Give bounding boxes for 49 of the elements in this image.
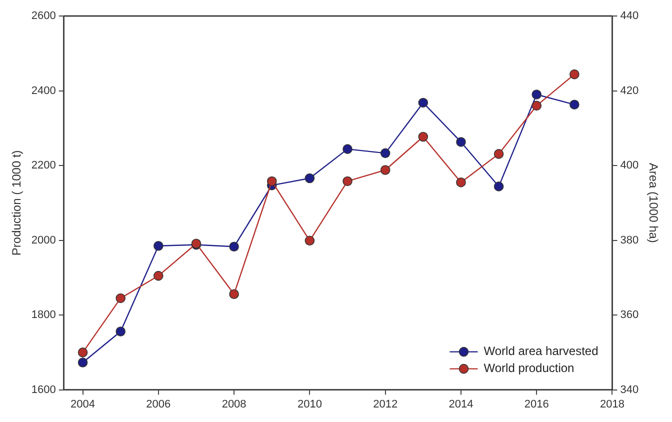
y2-tick-label: 420 (620, 84, 639, 97)
point (570, 100, 580, 110)
point (418, 98, 428, 108)
point (116, 326, 126, 336)
x-tick-label: 2012 (373, 398, 398, 410)
x-tick-label: 2010 (297, 398, 322, 410)
y2-axis-title: Area (1000 ha) (646, 162, 660, 243)
y2-tick-label: 380 (620, 234, 639, 246)
point (342, 176, 352, 186)
point (78, 348, 88, 358)
point (266, 176, 277, 186)
point (154, 270, 164, 281)
x-tick-label: 2016 (524, 398, 549, 410)
x-tick-label: 2004 (70, 398, 96, 410)
x-tick-label: 2006 (146, 398, 171, 410)
point (418, 132, 428, 142)
y-tick-label: 2000 (31, 234, 56, 246)
x-tick-label: 2014 (448, 398, 474, 410)
y-tick-label: 2600 (31, 10, 56, 22)
point (494, 182, 504, 192)
point (532, 100, 542, 111)
point (304, 236, 315, 246)
point (154, 240, 164, 251)
point (116, 293, 126, 304)
y-tick-label: 2400 (31, 84, 56, 97)
y-tick-label: 1800 (31, 309, 56, 322)
point (380, 148, 390, 158)
point (494, 149, 504, 159)
point (78, 358, 88, 368)
legend-label: World production (484, 361, 574, 376)
y2-tick-label: 340 (620, 384, 639, 396)
y2-tick-label: 440 (620, 10, 639, 22)
point (456, 137, 466, 147)
y-tick-label: 1600 (31, 384, 56, 396)
x-tick-label: 2008 (222, 398, 246, 410)
y-tick-label: 2200 (31, 160, 56, 172)
y2-tick-label: 360 (620, 309, 639, 322)
x-tick-label: 2018 (600, 398, 624, 410)
point (570, 69, 580, 80)
y2-tick-label: 400 (620, 160, 639, 172)
y-axis-title: Production ( 1000 t) (10, 150, 24, 256)
point (532, 90, 542, 100)
point (304, 173, 315, 184)
point (456, 177, 466, 188)
point (229, 242, 239, 252)
point (380, 165, 390, 175)
legend-label: World area harvested (484, 344, 598, 358)
point (229, 289, 239, 300)
point (342, 144, 352, 154)
